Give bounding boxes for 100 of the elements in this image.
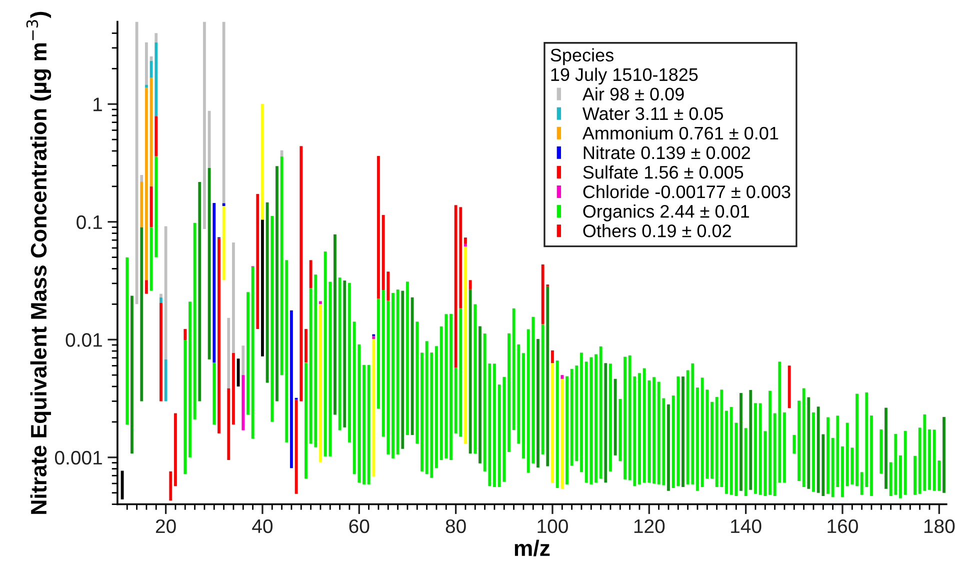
bar: [160, 302, 162, 402]
bar: [222, 203, 226, 206]
bar: [251, 266, 254, 439]
bar: [169, 471, 172, 501]
bar: [652, 377, 656, 484]
bar: [304, 329, 308, 362]
bar: [826, 417, 830, 494]
bar: [242, 346, 245, 376]
bar: [367, 364, 370, 484]
bar: [184, 329, 187, 340]
bar: [227, 318, 230, 390]
bar: [468, 280, 472, 290]
bar: [188, 302, 192, 458]
y-tick-label: 0.001: [54, 450, 102, 465]
bar: [140, 182, 144, 228]
bar: [401, 290, 404, 449]
bar: [450, 314, 452, 460]
bar: [319, 304, 322, 462]
bar: [749, 390, 752, 490]
bar: [556, 360, 559, 488]
bar: [140, 227, 144, 402]
bar: [914, 456, 916, 495]
bar: [580, 352, 583, 472]
bar: [362, 364, 366, 484]
bar: [236, 358, 240, 386]
bar: [594, 354, 598, 483]
bar: [493, 364, 496, 488]
bar: [130, 296, 134, 454]
bar: [696, 388, 699, 491]
bar: [304, 362, 308, 479]
bar: [599, 346, 602, 479]
x-tick-label: 160: [828, 519, 858, 534]
bar: [740, 393, 742, 491]
legend-label: Sulfate 1.56 ± 0.005: [583, 165, 744, 179]
bar: [198, 182, 202, 402]
x-tick-label: 60: [349, 519, 370, 534]
bar: [464, 238, 467, 244]
bar: [203, 22, 206, 229]
bar: [343, 280, 346, 428]
bar: [710, 402, 714, 479]
bar: [338, 277, 342, 430]
x-axis-title: m/z: [514, 540, 550, 556]
bar: [126, 257, 129, 425]
x-tick-label: 100: [538, 519, 568, 534]
bar: [145, 88, 148, 280]
bar: [212, 362, 216, 425]
bar: [884, 408, 888, 489]
bar: [942, 417, 946, 493]
y-tick-label: 0.01: [66, 333, 102, 347]
bar: [242, 375, 245, 430]
x-tick-label: 80: [446, 519, 466, 534]
bar: [232, 242, 235, 353]
bar: [319, 301, 322, 304]
bar: [928, 429, 931, 490]
bar: [546, 286, 550, 466]
bar: [624, 356, 626, 480]
bar: [154, 156, 158, 258]
bar: [261, 104, 264, 220]
legend-label: Organics 2.44 ± 0.01: [583, 204, 750, 222]
bar: [638, 373, 641, 484]
bar: [464, 246, 467, 444]
bar: [478, 326, 482, 464]
bar: [725, 410, 728, 494]
bar: [416, 322, 419, 444]
y-tick-label: 1: [94, 98, 102, 112]
bar: [184, 340, 187, 474]
bar: [309, 260, 312, 288]
legend-label: Ammonium 0.761 ± 0.01: [582, 126, 778, 140]
bar: [618, 399, 622, 462]
bar: [154, 116, 158, 156]
bar: [222, 22, 226, 204]
bar: [377, 156, 380, 299]
bar: [232, 352, 235, 425]
bar: [372, 336, 376, 340]
bar: [536, 339, 540, 468]
bar: [160, 294, 162, 298]
bar: [841, 446, 844, 498]
bar: [377, 298, 380, 409]
bar: [280, 150, 284, 156]
bar: [145, 84, 148, 88]
bar: [880, 429, 883, 474]
bar: [768, 390, 772, 495]
y-tick-label: 0.1: [76, 215, 102, 230]
y-axis-title: Nitrate Equivalent Mass Concentration (µg m$^{−3}$): [26, 12, 52, 514]
x-tick-label: 140: [731, 519, 762, 534]
bar: [856, 394, 858, 486]
bar: [474, 304, 477, 454]
bar: [807, 397, 810, 489]
bar: [208, 110, 211, 168]
bar: [508, 333, 510, 452]
bar: [261, 220, 264, 356]
bar: [154, 42, 158, 116]
bar: [468, 289, 472, 454]
bar: [222, 206, 226, 280]
x-tick-label: 20: [156, 519, 176, 534]
x-tick-label: 180: [924, 519, 955, 534]
bar: [193, 222, 196, 420]
bar: [410, 297, 414, 435]
bar: [464, 244, 467, 246]
bar: [812, 412, 815, 492]
